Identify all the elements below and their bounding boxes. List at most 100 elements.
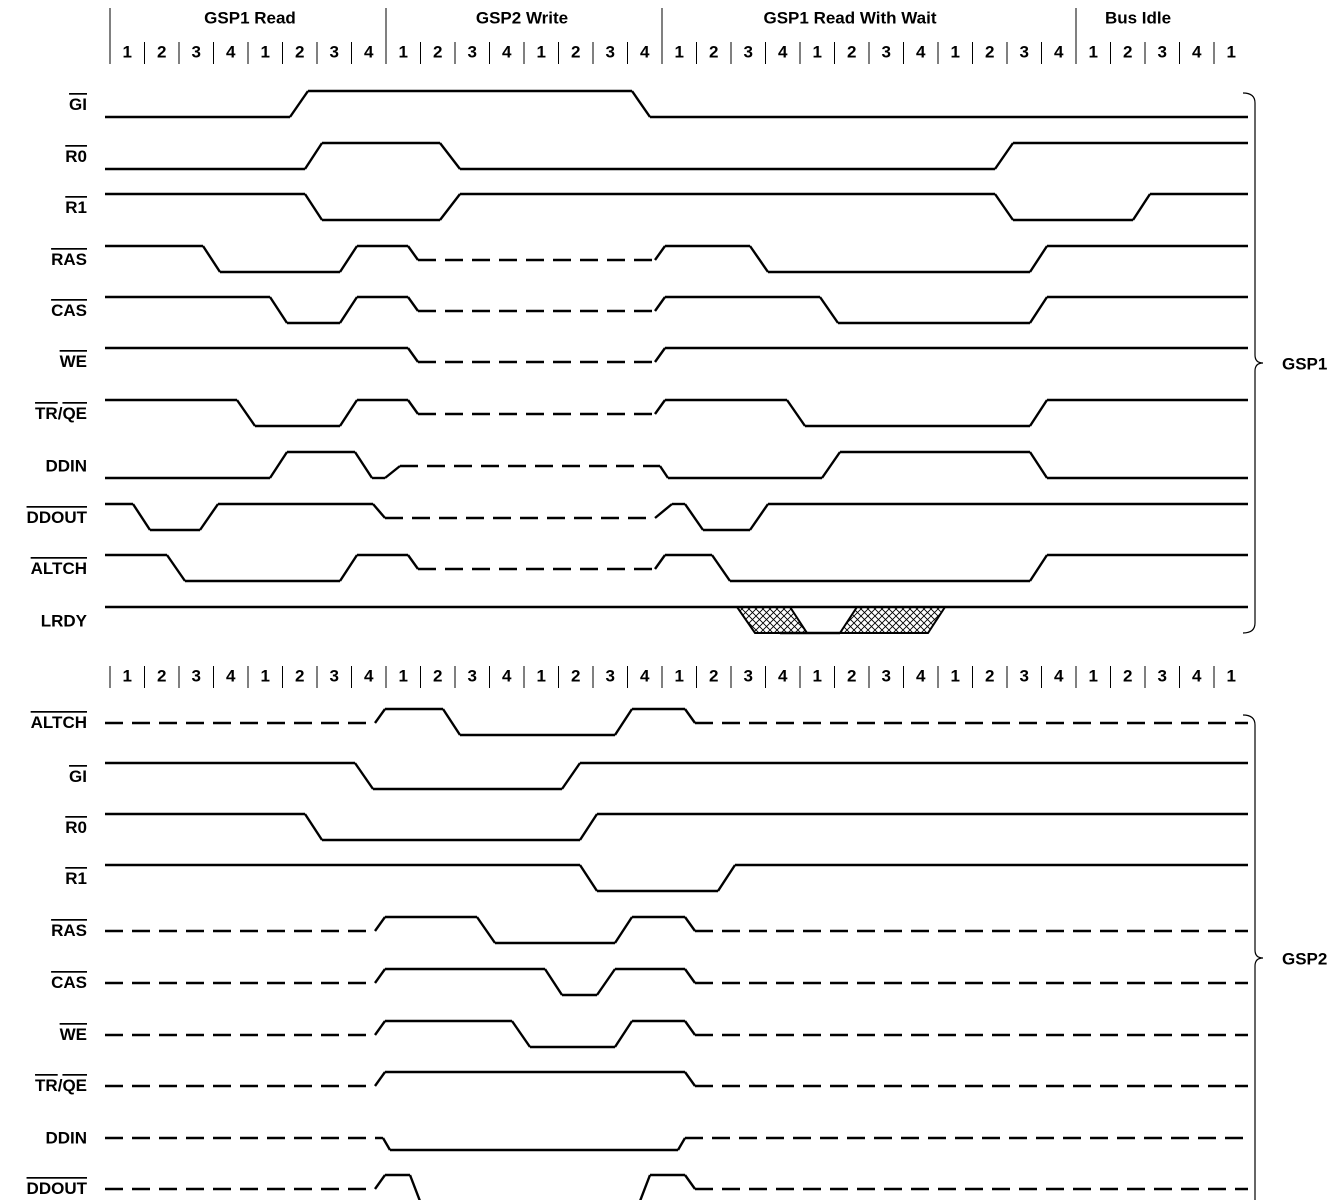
clock-number: 2 [571, 42, 580, 61]
signal-label: R1 [65, 869, 87, 888]
clock-number: 2 [295, 42, 304, 61]
waveform [199, 503, 219, 531]
signal-label: R0 [65, 818, 87, 837]
clock-number: 3 [330, 666, 339, 685]
waveform [303, 193, 324, 221]
clock-number: 1 [1227, 666, 1236, 685]
clock-number: 4 [226, 42, 236, 61]
clock-number: 2 [709, 42, 718, 61]
clock-number: 2 [985, 42, 994, 61]
waveform [676, 1137, 687, 1151]
waveform [654, 245, 666, 261]
phase-label: GSP1 Read [204, 8, 296, 27]
clock-number: 1 [123, 42, 132, 61]
waveform [613, 916, 634, 944]
signal-label: R0 [65, 147, 87, 166]
waveform [654, 503, 673, 519]
waveform [407, 347, 419, 363]
waveform [639, 1174, 652, 1200]
waveform [994, 142, 1014, 170]
clock-number: 1 [675, 42, 684, 61]
clock-number: 3 [192, 666, 201, 685]
waveform [684, 916, 696, 932]
clock-number: 3 [1158, 42, 1167, 61]
clock-number: 4 [916, 42, 926, 61]
waveform [654, 399, 666, 415]
clock-number: 4 [916, 666, 926, 685]
clock-number: 1 [537, 42, 546, 61]
waveform [1131, 193, 1152, 221]
clock-number: 3 [1020, 666, 1029, 685]
clock-number: 3 [606, 666, 615, 685]
waveform [374, 1071, 386, 1087]
signal-label: TR/QE [35, 1076, 87, 1095]
waveform [613, 1020, 634, 1048]
signal-label: DDIN [45, 1128, 87, 1147]
waveform [684, 1174, 696, 1190]
waveform [711, 554, 731, 582]
waveform [684, 708, 696, 724]
clock-number: 2 [1123, 42, 1132, 61]
waveform [338, 554, 359, 582]
clock-number: 3 [192, 42, 201, 61]
waveform [1028, 245, 1049, 273]
waveform [381, 1137, 392, 1151]
signal-label: LRDY [41, 611, 88, 630]
waveform [374, 916, 386, 932]
waveform [716, 864, 737, 892]
clock-number: 3 [468, 42, 477, 61]
clock-number: 4 [1054, 666, 1064, 685]
waveform [631, 90, 651, 118]
waveform [408, 1174, 421, 1200]
clock-number: 4 [1054, 42, 1064, 61]
waveform [1028, 296, 1049, 324]
waveform [1028, 399, 1049, 427]
waveform [476, 916, 496, 944]
clock-number: 4 [364, 42, 374, 61]
waveform [201, 245, 222, 273]
waveform [439, 142, 461, 170]
waveform [749, 245, 769, 273]
signal-label: CAS [51, 301, 87, 320]
clock-number: 3 [606, 42, 615, 61]
clock-number: 2 [709, 666, 718, 685]
clock-number: 4 [778, 42, 788, 61]
waveform [578, 864, 599, 892]
clock-number: 3 [468, 666, 477, 685]
waveform [289, 90, 309, 118]
clock-number: 2 [1123, 666, 1132, 685]
signal-label: TR/QE [35, 404, 87, 423]
clock-number: 1 [1089, 666, 1098, 685]
phase-label: GSP2 Write [476, 8, 568, 27]
clock-number: 1 [537, 666, 546, 685]
clock-number: 3 [744, 42, 753, 61]
clock-number: 1 [1227, 42, 1236, 61]
waveform [384, 465, 401, 479]
waveform [654, 296, 666, 312]
signal-label: GI [69, 95, 87, 114]
phase-label: GSP1 Read With Wait [763, 8, 936, 27]
clock-number: 4 [502, 666, 512, 685]
clock-number: 2 [157, 42, 166, 61]
group-brace [1242, 714, 1264, 1200]
clock-number: 1 [399, 42, 408, 61]
waveform [268, 296, 289, 324]
waveform [819, 296, 839, 324]
signal-label: WE [60, 352, 87, 371]
signal-label: CAS [51, 973, 87, 992]
waveform [441, 708, 462, 736]
clock-number: 1 [261, 666, 270, 685]
signal-label: DDOUT [27, 1179, 88, 1198]
waveform [374, 1174, 386, 1190]
waveform [354, 762, 374, 790]
hatch-region [735, 606, 809, 634]
clock-number: 2 [985, 666, 994, 685]
clock-number: 4 [640, 42, 650, 61]
clock-number: 2 [847, 666, 856, 685]
clock-number: 4 [364, 666, 374, 685]
clock-number: 2 [847, 42, 856, 61]
clock-number: 1 [813, 666, 822, 685]
waveform [596, 968, 616, 996]
waveform [303, 142, 324, 170]
waveform [372, 503, 386, 519]
